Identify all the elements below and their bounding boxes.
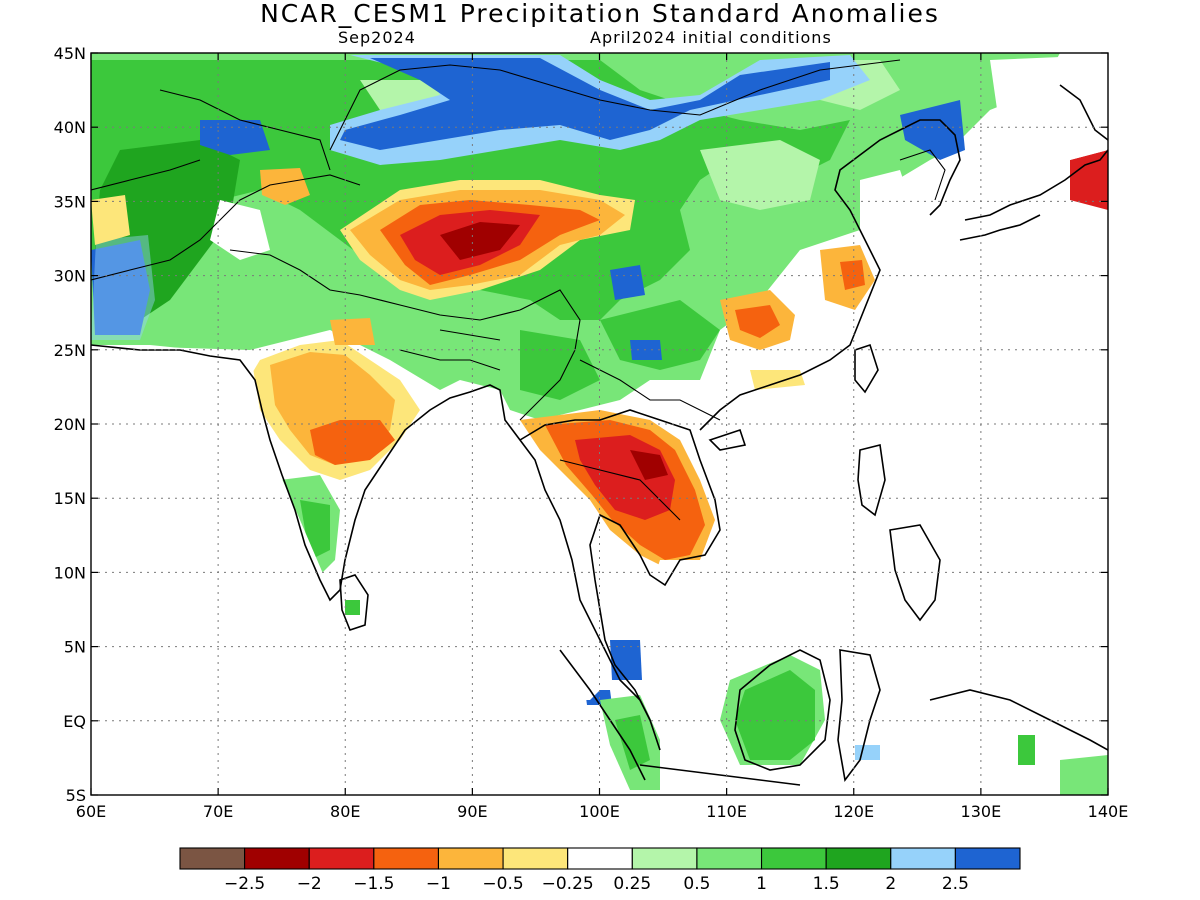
lon-tick-label: 60E	[76, 802, 106, 821]
colorbar-swatch	[437, 847, 504, 870]
lon-tick-label: 120E	[833, 802, 874, 821]
lat-tick-label: 10N	[54, 563, 86, 582]
colorbar-label: −1	[426, 874, 451, 894]
colorbar-swatch	[954, 847, 1021, 870]
colorbar-swatch	[890, 847, 956, 870]
colorbar-label: 0.5	[683, 874, 710, 894]
lon-tick-label: 130E	[961, 802, 1002, 821]
colorbar-swatch	[760, 847, 827, 870]
colorbar-label: −0.25	[542, 874, 594, 894]
colorbar-label: 1	[756, 874, 767, 894]
lat-tick-label: 40N	[54, 118, 86, 137]
lon-axis: 60E 70E 80E 90E 100E 110E 120E 130E 140E	[76, 53, 1129, 821]
lat-tick-label: 5N	[64, 638, 86, 657]
colorbar-label: −0.5	[482, 874, 523, 894]
colorbar-label: 2	[885, 874, 896, 894]
colorbar-swatch	[179, 847, 246, 870]
dry-field	[91, 150, 1108, 615]
colorbar-swatch	[696, 847, 763, 870]
grid-lines	[91, 53, 1108, 795]
colorbar-label: 0.25	[613, 874, 651, 894]
lat-tick-label: 35N	[54, 192, 86, 211]
colorbar-swatch	[502, 847, 569, 870]
colorbar-swatch	[825, 847, 892, 870]
colorbar-swatch	[567, 847, 633, 870]
colorbar-swatch	[244, 847, 310, 870]
lon-tick-label: 70E	[203, 802, 233, 821]
anomaly-fields	[91, 53, 1108, 795]
lat-tick-label: 30N	[54, 267, 86, 286]
wet-south	[280, 475, 1108, 795]
colorbar-swatch	[631, 847, 698, 870]
lon-tick-label: 90E	[457, 802, 487, 821]
lat-tick-label: 20N	[54, 415, 86, 434]
colorbar-label: 1.5	[813, 874, 840, 894]
lat-tick-label: 15N	[54, 489, 86, 508]
colorbar-swatch	[373, 847, 440, 870]
colorbar: −2.5 −2 −1.5 −1 −0.5 −0.25 0.25 0.5 1 1.5 2 2.5	[179, 847, 1021, 894]
lon-tick-label: 80E	[330, 802, 360, 821]
forecast-month: Sep2024	[338, 28, 416, 47]
colorbar-label: −1.5	[353, 874, 394, 894]
lat-tick-label: 5S	[66, 786, 86, 805]
lon-tick-label: 140E	[1088, 802, 1129, 821]
colorbar-label: 2.5	[942, 874, 969, 894]
lon-tick-label: 110E	[706, 802, 747, 821]
lat-tick-label: 25N	[54, 341, 86, 360]
lat-tick-label: EQ	[63, 712, 86, 731]
colorbar-label: −2	[297, 874, 322, 894]
colorbar-swatch	[308, 847, 375, 870]
lat-axis: 5S EQ 5N 10N 15N 20N 25N 30N 35N 40N 45N	[54, 44, 1108, 805]
initial-conditions: April2024 initial conditions	[590, 28, 832, 47]
chart-title: NCAR_CESM1 Precipitation Standard Anomal…	[260, 0, 940, 28]
lat-tick-label: 45N	[54, 44, 86, 63]
ocean-mask	[91, 55, 1108, 795]
colorbar-label: −2.5	[224, 874, 265, 894]
lon-tick-label: 100E	[579, 802, 620, 821]
